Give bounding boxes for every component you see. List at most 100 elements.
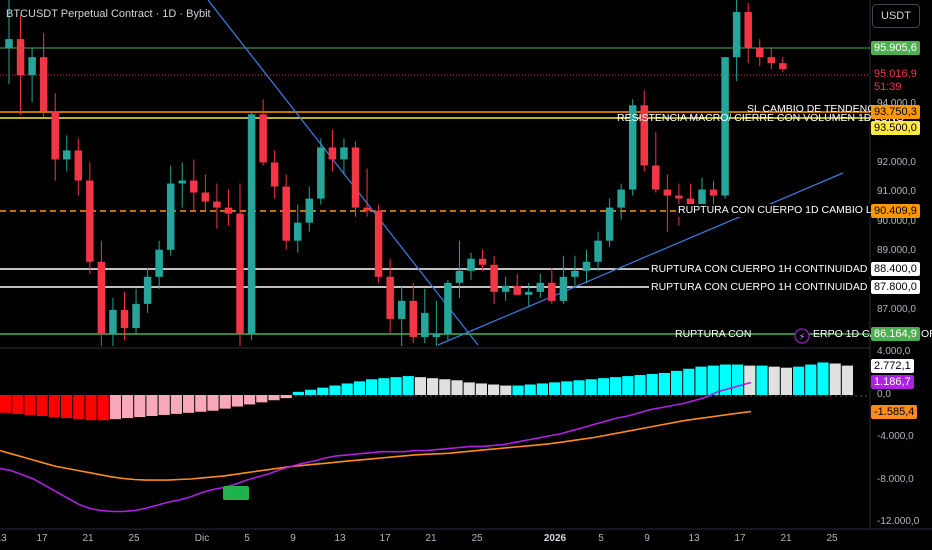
candle-body[interactable] [16,39,25,76]
currency-button[interactable]: USDT [872,4,920,28]
candle-body[interactable] [663,189,672,196]
candle-body[interactable] [86,180,94,262]
macd-line [0,381,752,513]
candle-body[interactable] [132,303,140,328]
label-resistencia-macro: RESISTENCIA MACRO/ CIERRE CON VOLUMEN 1D… [617,112,905,124]
candle-body[interactable] [166,183,175,250]
candle-body[interactable] [39,57,48,112]
histogram-bar [207,395,219,411]
candle-body[interactable] [467,258,475,271]
candle-body[interactable] [548,282,556,301]
candle-body[interactable] [109,309,117,334]
histogram-bar [390,377,402,395]
candle-body[interactable] [709,189,718,196]
alert-icon[interactable] [794,328,810,344]
candle-body[interactable] [779,63,787,70]
candle-body[interactable] [97,261,106,334]
candle-body[interactable] [155,249,163,277]
candle-body[interactable] [270,162,279,187]
candle-body[interactable] [317,147,325,199]
candle-body[interactable] [559,276,568,301]
candle-body[interactable] [732,12,741,58]
candle-body[interactable] [628,105,637,190]
candle-body[interactable] [28,57,36,76]
candle-body[interactable] [744,12,752,49]
label-continuidad-long: RUPTURA CON CUERPO 1H CONTINUIDAD LONG [649,263,903,276]
histogram-bar [158,395,170,415]
candle-body[interactable] [617,189,625,208]
candle-body[interactable] [409,300,418,337]
candle-body[interactable] [247,114,256,334]
candle-body[interactable] [640,105,649,166]
histogram-bar [683,368,695,395]
candle-body[interactable] [571,270,579,277]
histogram-bar [634,375,646,395]
candle-body[interactable] [213,201,221,208]
histogram-bar [451,380,463,395]
label-continuidad-short: RUPTURA CON CUERPO 1H CONTINUIDAD SHOR [649,281,903,294]
candle-body[interactable] [513,285,521,295]
candle-body[interactable] [224,207,233,214]
candle-body[interactable] [652,165,660,190]
candle-body[interactable] [51,111,59,160]
histogram-bar [622,376,634,395]
candle-body[interactable] [236,213,244,334]
histogram-bar [244,395,256,405]
candle-body[interactable] [63,150,71,160]
candle-body[interactable] [675,195,683,199]
time-tick: 9 [644,533,650,544]
descending-trendline[interactable] [207,0,479,346]
candle-body[interactable] [478,258,487,265]
long-signal-badge: Long [223,486,249,500]
ascending-trendline[interactable] [437,172,844,346]
candle-body[interactable] [259,114,267,163]
chart-title: BTCUSDT Perpetual Contract · 1D · Bybit [6,8,211,20]
countdown-tag: 51:39 [871,80,905,94]
candle-body[interactable] [74,150,83,181]
candle-body[interactable] [444,282,452,334]
candle-body[interactable] [282,186,290,241]
candle-body[interactable] [605,207,614,241]
candle-body[interactable] [397,300,406,319]
histogram-bar [658,372,670,395]
candle-body[interactable] [294,222,302,241]
histogram-bar [73,395,85,420]
candle-body[interactable] [305,198,314,223]
candle-body[interactable] [363,207,371,211]
candle-body[interactable] [421,312,429,337]
histogram-bar [744,365,756,395]
candle-body[interactable] [721,57,729,196]
candle-body[interactable] [328,147,337,160]
candle-body[interactable] [5,39,13,49]
candle-body[interactable] [686,198,695,205]
time-tick: 25 [471,533,483,544]
candle-body[interactable] [490,264,498,292]
candle-body[interactable] [455,270,464,283]
candle-body[interactable] [756,48,764,58]
candle-body[interactable] [525,291,533,295]
candle-body[interactable] [698,189,706,205]
candle-body[interactable] [374,210,383,277]
candle-body[interactable] [582,261,591,271]
candle-body[interactable] [190,180,198,193]
candle-body[interactable] [178,180,187,184]
candle-body[interactable] [143,276,152,304]
histogram-bar [292,391,304,395]
time-tick: 21 [82,533,94,544]
candle-body[interactable] [340,147,348,160]
time-tick: 21 [780,533,792,544]
histogram-bar [793,366,805,395]
candle-body[interactable] [536,282,545,292]
candle-body[interactable] [432,333,441,337]
candle-body[interactable] [767,57,776,64]
histogram-bar [512,385,524,395]
histogram-bar [463,382,475,395]
indicator-tick: -8.000,0 [877,474,914,485]
candle-body[interactable] [201,192,210,202]
candle-body[interactable] [120,309,129,328]
candle-body[interactable] [501,285,510,292]
candle-body[interactable] [351,147,360,208]
candle-body[interactable] [386,276,394,319]
candle-body[interactable] [594,240,602,262]
